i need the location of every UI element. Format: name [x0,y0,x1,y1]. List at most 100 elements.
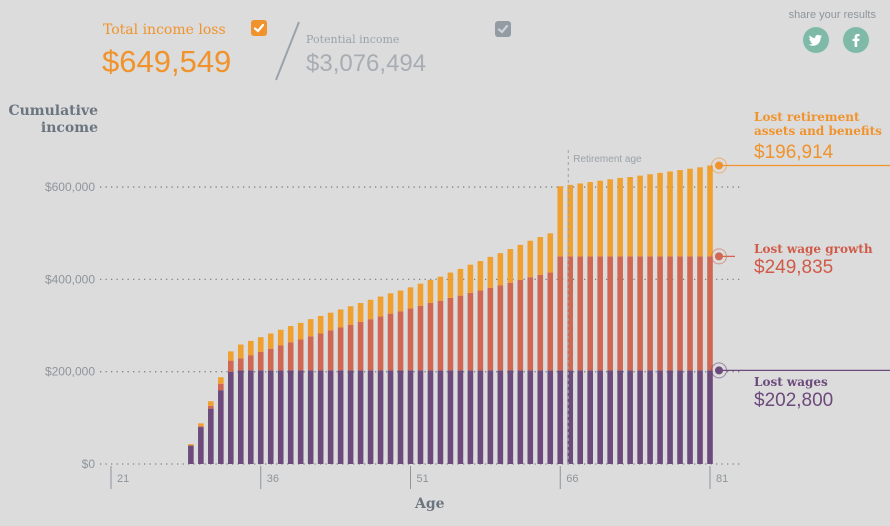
bar-segment [287,342,294,371]
bar-segment [347,370,354,464]
bar-segment [367,319,374,371]
bar-segment [567,184,574,257]
bar-segment [357,303,364,322]
bar-segment [228,371,234,464]
bar-segment [257,337,264,352]
bar-segment [537,237,544,275]
retirement-age-label: Retirement age [573,154,642,165]
bar-segment [667,256,673,371]
bar-segment [447,297,454,371]
bar-segment [417,370,424,464]
bar-segment [557,256,564,371]
series-end-marker-ring [711,248,727,265]
twitter-icon [808,34,822,46]
total-income-loss-checkbox[interactable] [251,20,267,36]
facebook-share-button[interactable] [843,27,869,53]
bar-segment [707,165,713,257]
bar-segment [527,370,534,464]
bar-segment [237,344,244,359]
share-results-label: share your results [788,9,876,21]
bar-segment [208,408,214,464]
series-end-marker [715,161,723,170]
bar-segment [477,290,484,371]
bar-segment [497,253,504,286]
bar-segment [647,256,653,371]
y-tick-label: $0 [82,457,96,471]
bar-segment [297,370,304,464]
bar-segment [617,177,623,257]
bar-segment [577,370,584,464]
bar-segment [627,177,633,257]
bar-segment [427,370,434,464]
bar-segment [557,186,564,257]
bar-segment [557,370,564,464]
x-axis-label: Age [415,496,445,512]
bar-segment [617,256,623,371]
bar-segment [277,370,284,464]
bar-segment [237,358,244,371]
bar-segment [707,256,713,371]
twitter-share-button[interactable] [803,27,829,53]
bar-segment [407,287,414,309]
bar-segment [337,309,344,328]
bar-segment [547,233,554,273]
bar-segment [287,370,294,464]
bar-segment [617,370,623,464]
bar-segment [208,401,214,406]
bar-segment [287,326,294,343]
bar-segment [607,256,613,371]
bar-segment [597,370,603,464]
bar-segment [357,370,364,464]
bar-segment [517,370,524,464]
bar-segment [427,279,434,304]
bar-segment [687,370,693,464]
bar-segment [267,348,274,371]
bar-segment [337,327,344,371]
bar-segment [677,256,683,371]
bar-segment [587,370,593,464]
bar-segment [387,313,394,371]
bar-segment [657,172,663,257]
bar-segment [627,256,633,371]
bar-segment [457,295,464,371]
bar-segment [317,370,324,464]
bar-segment [228,360,234,372]
bar-segment [218,390,224,464]
series-end-marker [715,366,723,375]
checkmark-icon [497,24,509,34]
x-tick-label: 66 [566,473,578,485]
bar-segment [527,240,534,278]
potential-income-checkbox[interactable] [495,21,511,37]
bar-segment [198,426,204,428]
bar-segment [627,370,633,464]
x-tick-label: 21 [117,473,129,485]
bar-segment [497,370,504,464]
y-tick-label: $200,000 [45,365,95,379]
bar-segment [657,370,663,464]
bar-segment [237,370,244,464]
legend-retirement-label: Lost retirement assets and benefits [754,110,882,138]
bar-segment [577,183,584,257]
bar-segment [567,370,574,464]
bar-segment [198,423,204,427]
bar-segment [257,370,264,464]
series-end-marker-ring [711,157,727,174]
bar-segment [247,355,254,371]
bar-segment [597,256,603,371]
bar-segment [367,299,374,320]
x-tick-label: 36 [267,473,279,485]
x-tick-label: 81 [716,473,728,485]
y-axis-label: Cumulative income [8,103,98,136]
bar-segment [667,171,673,257]
bar-segment [188,444,194,446]
bar-segment [198,427,204,464]
legend-lost-wages-label: Lost wages [754,375,828,389]
bar-segment [567,256,574,371]
bar-segment [677,170,683,257]
bar-segment [397,290,404,312]
bar-segment [687,256,693,371]
bar-segment [317,333,324,371]
bar-segment [228,351,234,361]
bar-segment [647,370,653,464]
bar-segment [277,329,284,346]
